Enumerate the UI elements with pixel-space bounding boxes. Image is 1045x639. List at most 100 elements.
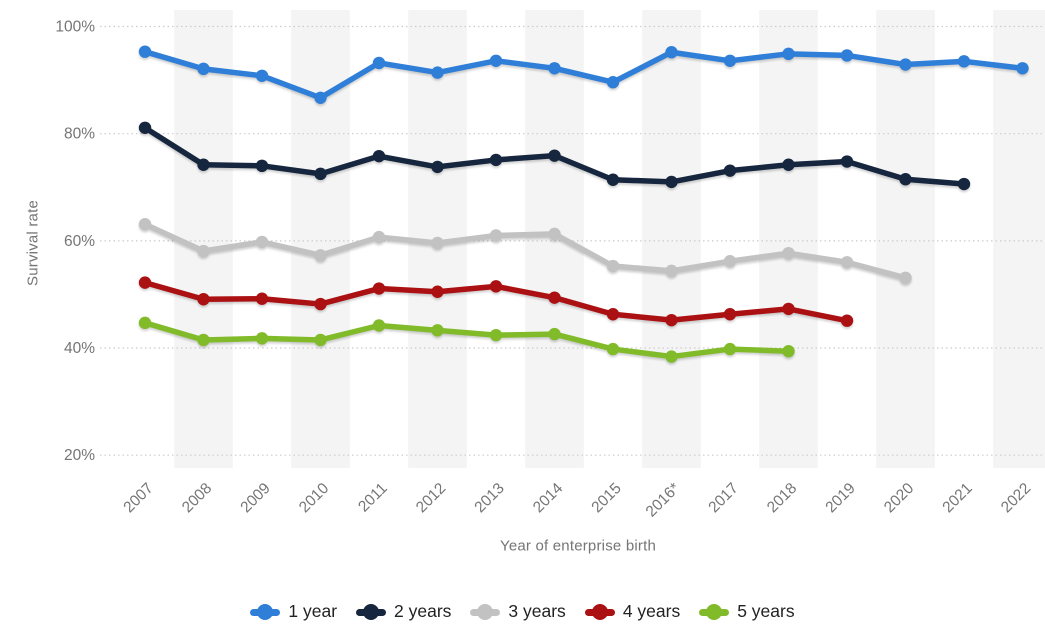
legend-marker-icon	[699, 604, 730, 621]
data-point-3-years-2013[interactable]	[489, 229, 503, 242]
legend-marker-icon	[250, 604, 281, 621]
data-point-1-year-2013[interactable]	[489, 54, 503, 67]
x-tick-label: 2022	[998, 480, 1034, 516]
data-point-1-year-2008[interactable]	[197, 62, 210, 76]
data-point-4-years-2010[interactable]	[314, 297, 327, 311]
data-point-5-years-2017[interactable]	[723, 342, 737, 356]
data-point-2-years-2015[interactable]	[606, 173, 620, 186]
data-point-1-year-2016*[interactable]	[665, 46, 678, 59]
data-point-5-years-2015[interactable]	[606, 342, 620, 356]
data-point-4-years-2011[interactable]	[372, 282, 386, 295]
data-point-2-years-2010[interactable]	[314, 167, 327, 181]
x-tick-label: 2017	[705, 480, 741, 516]
data-point-4-years-2009[interactable]	[255, 292, 269, 305]
data-point-2-years-2007[interactable]	[138, 121, 152, 134]
data-point-4-years-2016*[interactable]	[665, 313, 678, 327]
series-line-1-year[interactable]	[142, 48, 1026, 101]
x-axis-title: Year of enterprise birth	[499, 537, 657, 555]
series-3-years[interactable]	[138, 218, 912, 285]
legend-item-3-years[interactable]: 3 years	[470, 603, 566, 621]
data-point-2-years-2009[interactable]	[255, 159, 269, 173]
data-point-3-years-2019[interactable]	[840, 256, 854, 269]
data-point-2-years-2013[interactable]	[489, 153, 503, 167]
x-tick-label: 2008	[179, 480, 215, 516]
data-point-3-years-2014[interactable]	[548, 227, 561, 241]
data-point-1-year-2022[interactable]	[1016, 62, 1029, 75]
data-point-4-years-2008[interactable]	[197, 293, 210, 306]
data-point-2-years-2021[interactable]	[957, 177, 971, 191]
data-point-1-year-2019[interactable]	[840, 49, 854, 62]
legend-item-4-years[interactable]: 4 years	[584, 601, 681, 622]
data-point-2-years-2018[interactable]	[782, 158, 795, 171]
y-tick-label: 80%	[64, 126, 95, 143]
data-point-2-years-2011[interactable]	[372, 149, 386, 163]
data-point-3-years-2012[interactable]	[431, 236, 444, 250]
data-point-2-years-2016*[interactable]	[665, 175, 678, 189]
data-point-2-years-2012[interactable]	[431, 160, 444, 174]
data-point-2-years-2014[interactable]	[548, 149, 561, 162]
data-point-2-years-2017[interactable]	[723, 164, 737, 177]
data-point-3-years-2015[interactable]	[606, 259, 620, 273]
series-5-years[interactable]	[138, 316, 795, 363]
data-point-1-year-2020[interactable]	[899, 58, 912, 71]
data-point-1-year-2009[interactable]	[255, 69, 269, 82]
data-point-1-year-2011[interactable]	[372, 56, 386, 70]
series-4-years[interactable]	[138, 276, 854, 327]
data-point-4-years-2019[interactable]	[840, 314, 854, 327]
data-point-2-years-2008[interactable]	[197, 158, 210, 171]
data-point-4-years-2012[interactable]	[431, 285, 444, 298]
data-point-5-years-2010[interactable]	[314, 333, 327, 347]
x-tick-label: 2015	[588, 480, 624, 516]
data-point-5-years-2008[interactable]	[197, 333, 210, 347]
data-point-5-years-2014[interactable]	[548, 327, 561, 341]
data-point-1-year-2014[interactable]	[548, 62, 561, 75]
data-point-5-years-2007[interactable]	[138, 316, 152, 330]
data-point-3-years-2017[interactable]	[723, 255, 737, 268]
series-1-year[interactable]	[138, 45, 1029, 104]
data-point-5-years-2013[interactable]	[489, 328, 503, 342]
data-point-1-year-2012[interactable]	[431, 66, 444, 79]
data-point-3-years-2010[interactable]	[314, 249, 327, 262]
data-point-1-year-2017[interactable]	[723, 54, 737, 67]
series-line-3-years[interactable]	[142, 221, 909, 281]
data-point-1-year-2021[interactable]	[957, 55, 971, 68]
data-point-2-years-2020[interactable]	[899, 173, 912, 186]
legend-label: 4 years	[622, 601, 681, 622]
series-2-years[interactable]	[138, 121, 971, 191]
legend-item-2-years[interactable]: 2 years	[356, 603, 451, 621]
data-point-5-years-2012[interactable]	[431, 324, 444, 337]
plot-band	[993, 10, 1045, 468]
series-line-5-years[interactable]	[142, 320, 792, 360]
legend-item-1-year[interactable]: 1 year	[250, 603, 337, 621]
legend-label: 1 year	[288, 601, 338, 622]
data-point-1-year-2018[interactable]	[782, 47, 795, 61]
x-tick-label: 2018	[764, 480, 800, 516]
data-point-5-years-2009[interactable]	[255, 332, 269, 345]
data-point-3-years-2018[interactable]	[782, 246, 795, 260]
data-point-4-years-2017[interactable]	[723, 308, 737, 321]
data-point-4-years-2014[interactable]	[548, 291, 561, 304]
data-point-4-years-2007[interactable]	[138, 276, 152, 289]
data-point-1-year-2010[interactable]	[314, 91, 327, 104]
data-point-3-years-2020[interactable]	[899, 271, 912, 285]
data-point-4-years-2015[interactable]	[606, 308, 620, 321]
data-point-5-years-2011[interactable]	[372, 319, 386, 332]
legend-marker-icon	[584, 604, 615, 621]
data-point-3-years-2016*[interactable]	[665, 264, 678, 278]
data-point-1-year-2015[interactable]	[606, 76, 620, 89]
legend-label: 5 years	[737, 601, 795, 622]
legend-item-5-years[interactable]: 5 years	[699, 601, 795, 622]
data-point-4-years-2018[interactable]	[782, 302, 795, 316]
data-point-3-years-2008[interactable]	[197, 244, 210, 258]
data-point-3-years-2007[interactable]	[138, 218, 152, 231]
legend-marker-icon	[356, 604, 387, 621]
data-point-5-years-2018[interactable]	[782, 345, 795, 358]
data-point-4-years-2013[interactable]	[489, 280, 503, 293]
data-point-5-years-2016*[interactable]	[665, 350, 678, 363]
data-point-1-year-2007[interactable]	[138, 45, 152, 58]
x-tick-label: 2012	[413, 480, 449, 516]
data-point-2-years-2019[interactable]	[840, 155, 854, 168]
data-point-3-years-2011[interactable]	[372, 230, 386, 244]
data-point-3-years-2009[interactable]	[255, 235, 269, 249]
